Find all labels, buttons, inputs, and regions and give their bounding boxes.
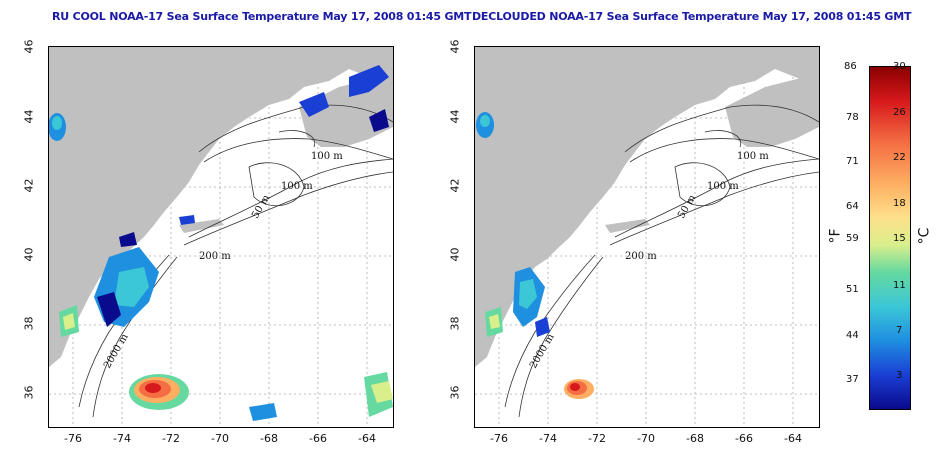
y-tick: 44: [448, 109, 462, 124]
colorbar-c-tick: 7: [896, 325, 903, 336]
colorbar-f-tick: 86: [844, 61, 857, 72]
y-tick: 42: [448, 178, 462, 193]
x-tick: -76: [64, 432, 82, 445]
x-tick: -70: [637, 432, 655, 445]
contour-label: 100 m: [737, 151, 769, 162]
panel-title-left: RU COOL NOAA-17 Sea Surface Temperature …: [52, 10, 472, 23]
x-tick: -68: [260, 432, 278, 445]
sst-map-left: 100 m 100 m 50 m 200 m 2000 m: [49, 47, 393, 427]
contour-label: 50 m: [676, 193, 698, 221]
colorbar-unit-f: °F: [827, 228, 844, 244]
long-island: [605, 219, 650, 233]
bathymetry-contours: [504, 104, 819, 418]
x-tick: -66: [735, 432, 753, 445]
colorbar-f-tick: 64: [846, 201, 859, 212]
y-tick: 44: [22, 109, 36, 124]
colorbar-f-tick: 51: [846, 284, 859, 295]
colorbar-c-tick: 30: [893, 61, 906, 72]
x-tick: -72: [588, 432, 606, 445]
x-tick: -68: [686, 432, 704, 445]
x-tick: -76: [490, 432, 508, 445]
colorbar-c-tick: 15: [893, 233, 906, 244]
x-tick: -66: [309, 432, 327, 445]
y-tick: 46: [22, 39, 36, 54]
x-tick: -64: [358, 432, 376, 445]
y-tick: 46: [448, 39, 462, 54]
sst-patches: [476, 112, 594, 399]
long-island: [179, 219, 224, 233]
y-tick: 38: [22, 316, 36, 331]
y-tick: 38: [448, 316, 462, 331]
colorbar-f-tick: 37: [846, 374, 859, 385]
y-tick: 40: [22, 247, 36, 262]
colorbar-f-tick: 71: [846, 156, 859, 167]
y-tick: 36: [22, 385, 36, 400]
y-tick: 42: [22, 178, 36, 193]
contour-label: 100 m: [311, 151, 343, 162]
map-left: 100 m 100 m 50 m 200 m 2000 m: [48, 46, 394, 428]
colorbar-gradient: [869, 66, 911, 410]
contour-label: 50 m: [250, 193, 272, 221]
x-tick: -74: [113, 432, 131, 445]
colorbar-unit-c: °C: [916, 227, 933, 245]
contour-label: 200 m: [625, 251, 657, 262]
x-tick: -72: [162, 432, 180, 445]
colorbar-f-tick: 78: [846, 112, 859, 123]
y-tick: 36: [448, 385, 462, 400]
y-tick: 40: [448, 247, 462, 262]
graticule: [475, 47, 819, 427]
land-mass: [49, 47, 393, 367]
contour-label: 200 m: [199, 251, 231, 262]
land-mass: [475, 47, 819, 367]
map-right: 100 m 100 m 50 m 200 m 2000 m: [474, 46, 820, 428]
sst-patches: [49, 65, 393, 421]
panel-title-right: DECLOUDED NOAA-17 Sea Surface Temperatur…: [472, 10, 912, 23]
x-tick: -70: [211, 432, 229, 445]
contour-label: 100 m: [281, 181, 313, 192]
x-tick: -74: [539, 432, 557, 445]
colorbar-c-tick: 22: [893, 152, 906, 163]
colorbar-c-tick: 26: [893, 107, 906, 118]
nova-scotia: [725, 75, 819, 147]
sst-map-right: 100 m 100 m 50 m 200 m 2000 m: [475, 47, 819, 427]
colorbar-c-tick: 11: [893, 280, 906, 291]
colorbar-f-tick: 44: [846, 330, 859, 341]
contour-label: 2000 m: [102, 332, 131, 371]
contour-label: 2000 m: [528, 332, 557, 371]
x-tick: -64: [784, 432, 802, 445]
colorbar-c-tick: 3: [896, 370, 903, 381]
colorbar-c-tick: 18: [893, 198, 906, 209]
colorbar-f-tick: 59: [846, 233, 859, 244]
nova-scotia: [299, 75, 393, 147]
contour-label: 100 m: [707, 181, 739, 192]
